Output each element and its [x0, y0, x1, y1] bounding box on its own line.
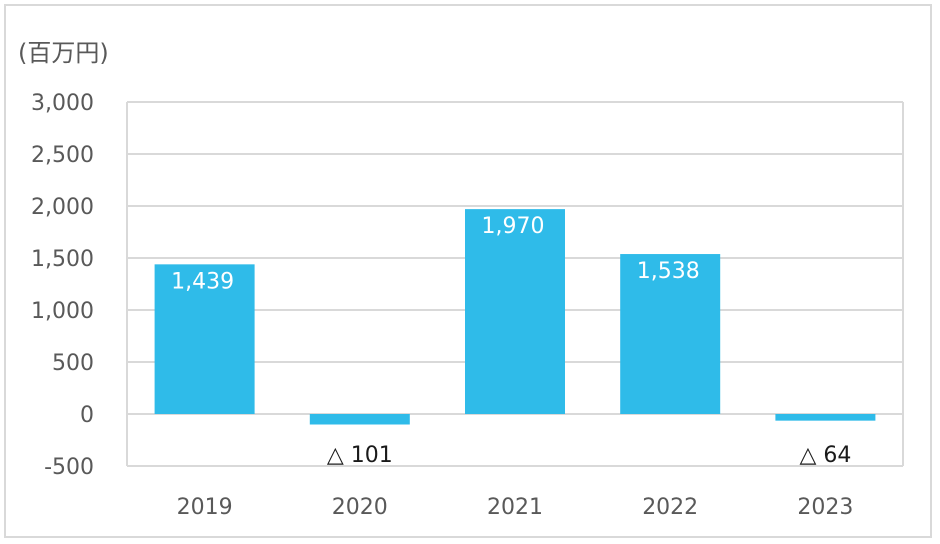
y-tick-label: -500: [44, 455, 94, 480]
x-axis-ticks: 2019 2020 2021 2022 2023: [177, 495, 854, 520]
bar: [309, 414, 410, 425]
x-tick-label: 2021: [487, 495, 543, 520]
data-labels: 1,439 △ 101 1,970 1,538 △ 64: [171, 214, 851, 468]
x-tick-label: 2019: [177, 495, 233, 520]
data-label: △ 101: [327, 443, 393, 468]
gridlines: [126, 101, 904, 467]
y-tick-label: 1,000: [31, 299, 94, 324]
x-tick-label: 2023: [797, 495, 853, 520]
x-tick-label: 2020: [332, 495, 388, 520]
bars: [154, 209, 876, 425]
y-tick-label: 0: [80, 403, 94, 428]
data-label: 1,538: [637, 259, 700, 284]
y-tick-label: 1,500: [31, 247, 94, 272]
y-tick-label: 2,000: [31, 195, 94, 220]
y-tick-label: 3,000: [31, 91, 94, 116]
data-label: 1,439: [171, 269, 234, 294]
unit-label: (百万円): [18, 39, 109, 67]
bar: [154, 264, 255, 414]
data-label: 1,970: [482, 214, 545, 239]
x-tick-label: 2022: [642, 495, 698, 520]
bar: [620, 254, 721, 414]
y-axis-ticks: 3,000 2,500 2,000 1,500 1,000 500 0 -500: [31, 91, 94, 480]
bar: [465, 209, 565, 414]
y-tick-label: 500: [52, 351, 94, 376]
bar: [775, 414, 876, 421]
y-tick-label: 2,500: [31, 143, 94, 168]
data-label: △ 64: [799, 443, 851, 468]
